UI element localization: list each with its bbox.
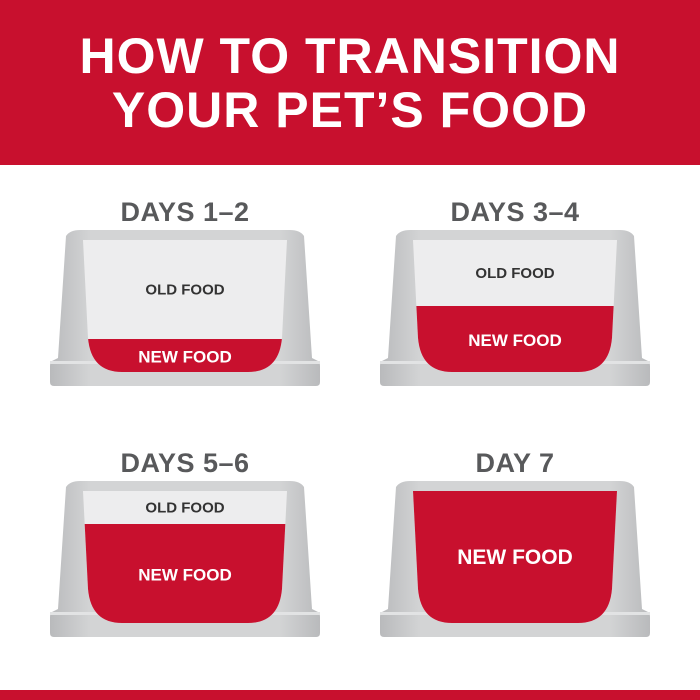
food-bowl: OLD FOOD NEW FOOD: [50, 230, 320, 390]
new-food-label: NEW FOOD: [457, 546, 573, 569]
stage-day-7: DAY 7 NEW FOOD: [380, 445, 650, 641]
stage-label: DAYS 3–4: [450, 197, 580, 227]
new-food-label: NEW FOOD: [138, 348, 232, 367]
new-food-label: NEW FOOD: [138, 566, 232, 585]
footer-bar: [0, 690, 700, 700]
stage-label: DAYS 5–6: [120, 448, 250, 478]
stage-label: DAY 7: [475, 448, 555, 478]
title-line-1: HOW TO TRANSITION: [79, 27, 621, 84]
old-food-label: OLD FOOD: [145, 282, 224, 299]
stage-days-3-4: DAYS 3–4 OLD FOOD NEW FOOD: [380, 194, 650, 390]
new-food-fill: [83, 339, 287, 372]
old-food-label: OLD FOOD: [145, 500, 224, 517]
food-bowl: OLD FOOD NEW FOOD: [50, 481, 320, 641]
new-food-fill: [413, 306, 617, 372]
stage-days-1-2: DAYS 1–2 OLD FOOD NEW FOOD: [50, 194, 320, 390]
new-food-fill: [413, 491, 617, 623]
old-food-label: OLD FOOD: [475, 265, 554, 282]
new-food-fill: [83, 524, 287, 623]
food-bowl: NEW FOOD: [380, 481, 650, 641]
food-bowl: OLD FOOD NEW FOOD: [380, 230, 650, 390]
title-banner: HOW TO TRANSITION YOUR PET’S FOOD: [0, 0, 700, 165]
stage-label: DAYS 1–2: [120, 197, 250, 227]
title-line-2: YOUR PET’S FOOD: [111, 81, 589, 138]
new-food-label: NEW FOOD: [468, 331, 562, 350]
stage-days-5-6: DAYS 5–6 OLD FOOD NEW FOOD: [50, 445, 320, 641]
